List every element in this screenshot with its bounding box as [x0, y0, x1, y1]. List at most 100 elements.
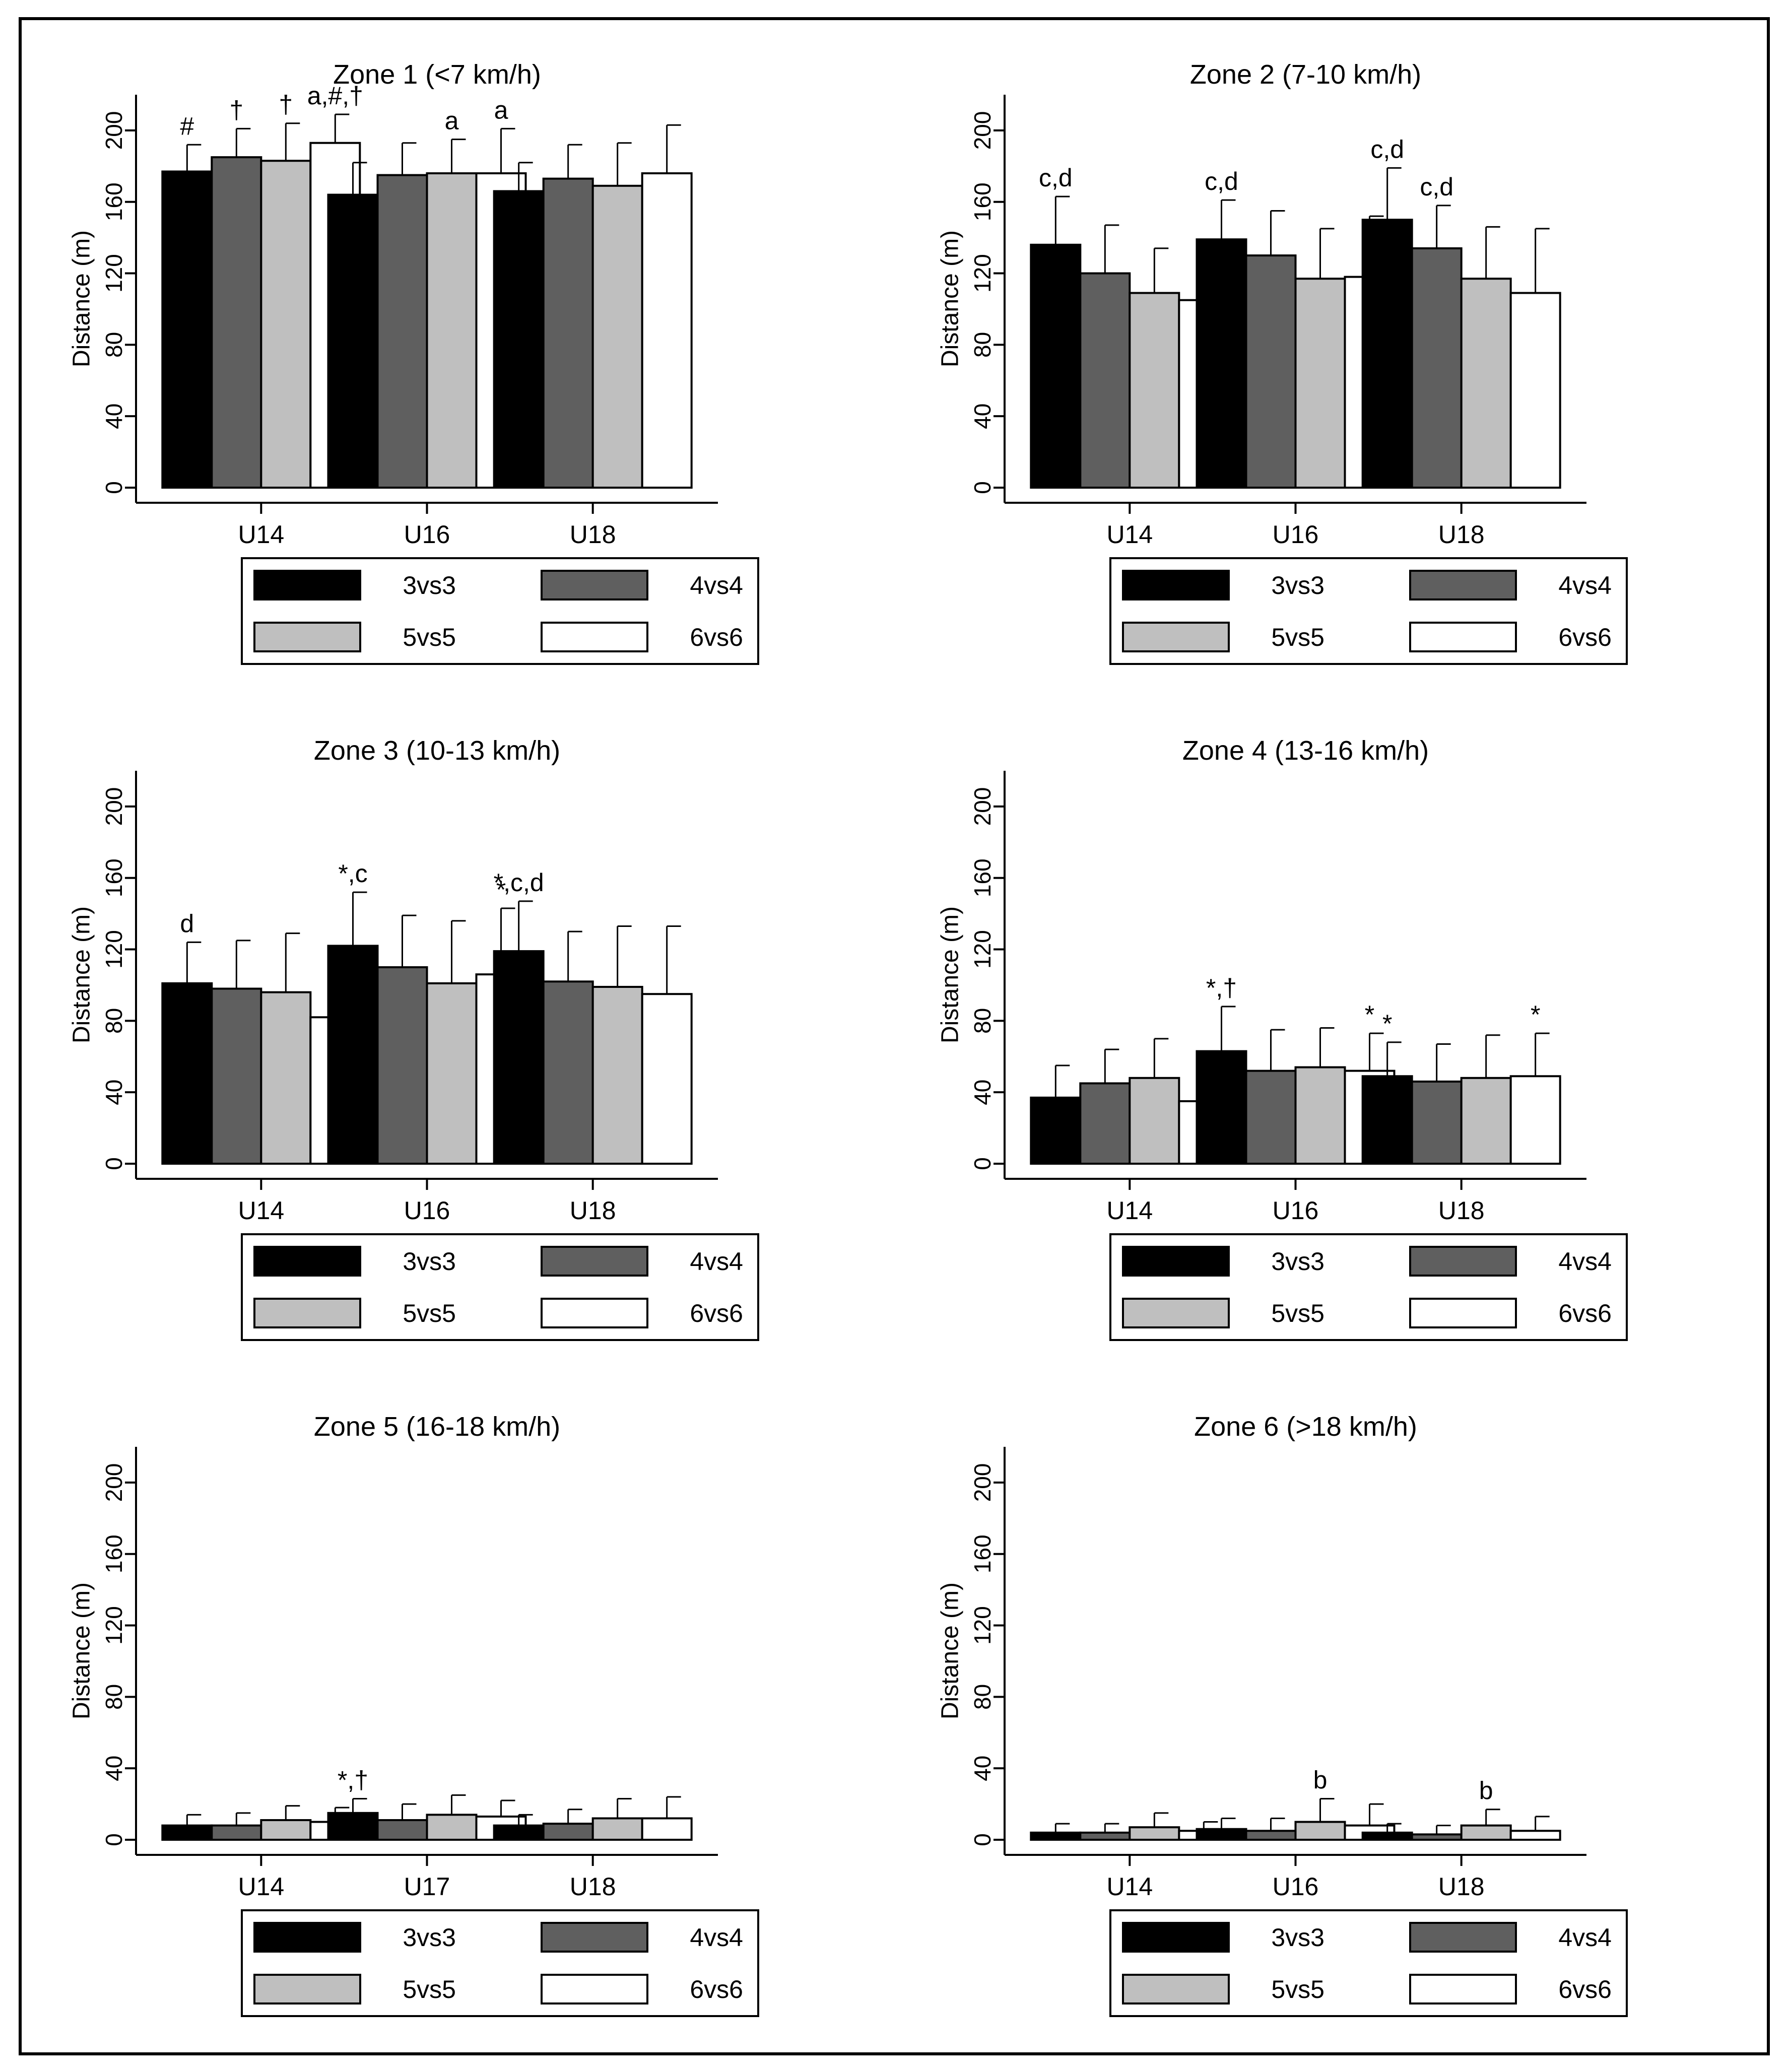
significance-label: *,c — [338, 859, 367, 888]
legend-swatch-4vs4 — [1409, 1922, 1517, 1953]
bar-6vs6 — [1509, 1075, 1561, 1165]
y-tick-label: 80 — [101, 1008, 127, 1034]
bar-4vs4 — [1411, 247, 1463, 489]
significance-label: *,† — [338, 1766, 368, 1794]
significance-label: b — [1313, 1766, 1328, 1794]
bar-4vs4 — [1079, 1831, 1131, 1841]
bar-4vs4 — [542, 1823, 594, 1841]
bar-3vs3 — [327, 193, 379, 489]
x-tick-label: U16 — [1273, 1196, 1319, 1225]
legend-label: 5vs5 — [1271, 1975, 1324, 2003]
legend-label: 5vs5 — [403, 1975, 456, 2003]
legend-label: 3vs3 — [403, 571, 456, 599]
x-tick-label: U16 — [404, 1196, 450, 1225]
legend-swatch-6vs6 — [1409, 1298, 1517, 1328]
bar-5vs5 — [591, 1817, 643, 1841]
y-tick-label: 40 — [101, 1080, 127, 1105]
legend-swatch-4vs4 — [1409, 570, 1517, 600]
legend-swatch-3vs3 — [1122, 1246, 1230, 1277]
bar-3vs3 — [161, 982, 213, 1165]
legend-label: 6vs6 — [1558, 623, 1612, 651]
legend-label: 4vs4 — [1558, 1923, 1612, 1952]
panel-title: Zone 4 (13-16 km/h) — [1182, 736, 1429, 766]
panel-zone-5: Zone 5 (16-18 km/h) 0 40 80 120 160 200 Distanc… — [69, 1412, 759, 2017]
legend-label: 4vs4 — [690, 1923, 743, 1952]
x-tick-label: U14 — [238, 520, 284, 549]
significance-label: * — [1531, 1000, 1540, 1029]
significance-label: * — [1365, 1000, 1374, 1029]
y-axis-label: Distance (m) — [69, 906, 95, 1043]
legend-swatch-6vs6 — [541, 622, 648, 652]
bar-3vs3 — [161, 1824, 213, 1841]
bar-4vs4 — [1079, 272, 1131, 489]
bar-3vs3 — [1030, 1831, 1082, 1841]
y-axis-label: Distance (m) — [937, 1582, 964, 1719]
y-tick-label: 40 — [969, 1080, 996, 1105]
y-tick-label: 200 — [969, 111, 996, 150]
y-tick-label: 160 — [101, 1534, 127, 1573]
y-tick-label: 80 — [969, 332, 996, 358]
y-tick-label: 0 — [101, 1157, 127, 1170]
legend-swatch-4vs4 — [1409, 1246, 1517, 1277]
bar-5vs5 — [1129, 1826, 1180, 1841]
x-tick-label: U14 — [1106, 1196, 1153, 1225]
bar-6vs6 — [1509, 1830, 1561, 1841]
bar-5vs5 — [1460, 1824, 1512, 1841]
legend-swatch-5vs5 — [1122, 1298, 1230, 1328]
bar-3vs3 — [1030, 243, 1082, 489]
bar-5vs5 — [260, 160, 312, 489]
x-tick-label: U16 — [1273, 1873, 1319, 1901]
panel-title: Zone 3 (10-13 km/h) — [314, 736, 560, 766]
bar-4vs4 — [1411, 1080, 1463, 1165]
bar-3vs3 — [493, 950, 545, 1165]
significance-label: # — [180, 112, 194, 140]
panel-zone-2: Zone 2 (7-10 km/h) 0 40 80 120 160 200 Distance… — [937, 59, 1628, 665]
y-tick-label: 0 — [969, 481, 996, 494]
bar-5vs5 — [1294, 1821, 1346, 1841]
significance-label: c,d — [1420, 173, 1453, 201]
legend-label: 6vs6 — [690, 623, 743, 651]
x-tick-label: U14 — [1106, 1873, 1153, 1901]
bar-4vs4 — [1411, 1833, 1463, 1841]
legend-label: 4vs4 — [690, 1247, 743, 1276]
legend-label: 6vs6 — [690, 1299, 743, 1327]
y-tick-label: 200 — [101, 111, 127, 150]
y-tick-label: 120 — [101, 1606, 127, 1645]
bar-5vs5 — [426, 1814, 478, 1841]
legend-label: 4vs4 — [1558, 571, 1612, 599]
y-tick-label: 160 — [969, 182, 996, 221]
panel-title: Zone 6 (>18 km/h) — [1194, 1412, 1417, 1442]
bar-5vs5 — [260, 991, 312, 1165]
legend-label: 3vs3 — [403, 1923, 456, 1952]
legend-label: 4vs4 — [690, 571, 743, 599]
bar-4vs4 — [1079, 1082, 1131, 1165]
significance-label: b — [1479, 1777, 1493, 1805]
legend-label: 5vs5 — [403, 1299, 456, 1327]
x-tick-label: U16 — [404, 520, 450, 549]
y-tick-label: 120 — [969, 1606, 996, 1645]
bar-6vs6 — [641, 993, 693, 1165]
significance-label: * — [496, 876, 506, 904]
y-tick-label: 160 — [101, 182, 127, 221]
legend-swatch-6vs6 — [541, 1298, 648, 1328]
legend-swatch-3vs3 — [1122, 570, 1230, 600]
y-tick-label: 200 — [969, 1463, 996, 1502]
bar-3vs3 — [327, 1812, 379, 1841]
bar-4vs4 — [542, 980, 594, 1165]
bar-4vs4 — [1245, 1830, 1297, 1841]
y-tick-label: 160 — [101, 858, 127, 897]
legend-label: 3vs3 — [403, 1247, 456, 1276]
panel-zone-3: Zone 3 (10-13 km/h) 0 40 80 120 160 200 Distanc… — [69, 736, 759, 1341]
bar-3vs3 — [1030, 1096, 1082, 1165]
significance-label: a — [494, 96, 508, 124]
legend-swatch-4vs4 — [541, 570, 648, 600]
bar-5vs5 — [1294, 278, 1346, 489]
legend-swatch-6vs6 — [1409, 622, 1517, 652]
y-axis-label: Distance (m) — [937, 230, 964, 367]
legend-swatch-5vs5 — [253, 1974, 361, 2004]
y-tick-label: 40 — [969, 1756, 996, 1781]
y-tick-label: 160 — [969, 858, 996, 897]
bar-3vs3 — [1196, 1050, 1247, 1165]
x-tick-label: U14 — [238, 1196, 284, 1225]
